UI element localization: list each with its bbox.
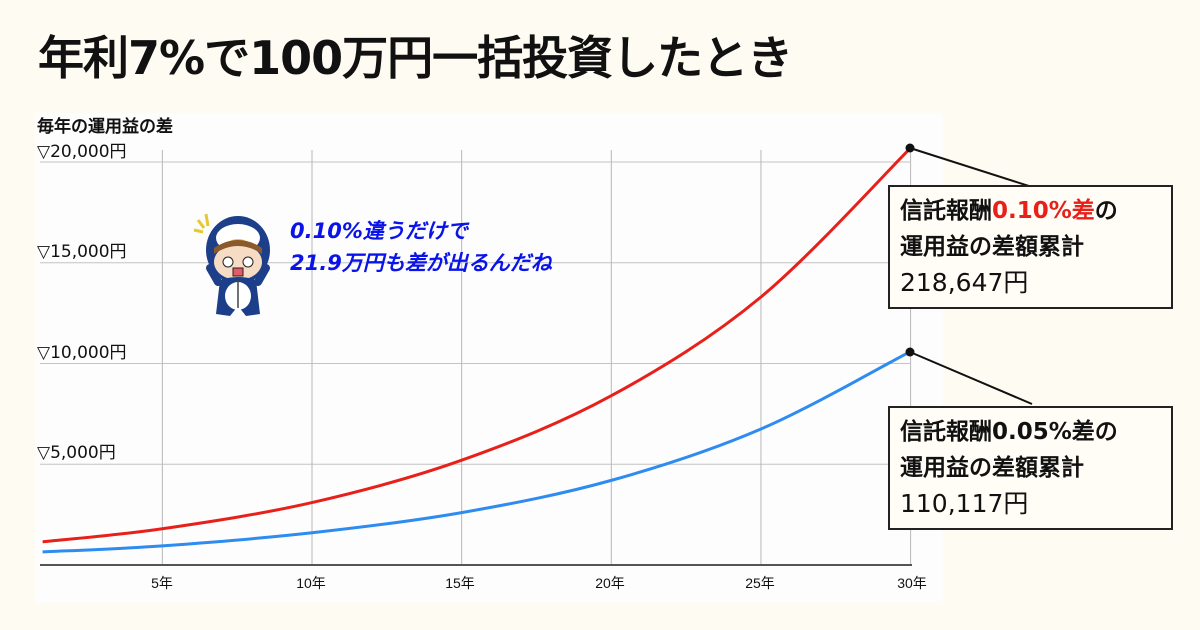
series-line-0.05 [42, 350, 912, 554]
callout-box-0.05: 信託報酬0.05%差の 運用益の差額累計 110,117円 [888, 406, 1173, 530]
page-title: 年利7%で100万円一括投資したとき [38, 31, 793, 85]
callout-accent: 0.10%差 [992, 198, 1095, 224]
callout-prefix: 信託報酬 [900, 419, 992, 445]
callout-box-0.10: 信託報酬0.10%差の 運用益の差額累計 218,647円 [888, 185, 1173, 309]
speech-line-2: 21.9万円も差が出るんだね [290, 251, 552, 275]
callout-accent: 0.05%差 [992, 419, 1095, 445]
x-tick-label: 15年 [445, 575, 475, 591]
x-tick-label: 25年 [745, 575, 775, 591]
chart-panel [35, 113, 943, 603]
y-axis-title: 毎年の運用益の差 [37, 117, 173, 137]
endpoint-marker [905, 347, 915, 357]
callout-value: 110,117円 [900, 489, 1029, 518]
callout-suffix: の [1094, 198, 1118, 224]
endpoint-marker [905, 143, 915, 153]
chart-grid [40, 150, 912, 566]
callout-value: 218,647円 [900, 268, 1029, 297]
x-tick-label: 10年 [296, 575, 326, 591]
y-tick-label: ▽20,000円 [37, 142, 127, 162]
callout-line2: 運用益の差額累計 [900, 455, 1084, 481]
callout-leader-line [909, 147, 1033, 188]
x-tick-label: 20年 [595, 575, 625, 591]
character-speech-text: 0.10%違うだけで 21.9万円も差が出るんだね [290, 215, 552, 279]
speech-line-1: 0.10%違うだけで [290, 219, 468, 243]
x-tick-label: 30年 [897, 575, 927, 591]
callout-line2: 運用益の差額累計 [900, 234, 1084, 260]
y-tick-label: ▽15,000円 [37, 242, 127, 262]
y-tick-label: ▽10,000円 [37, 343, 127, 363]
penguin-hood-character-icon [193, 213, 270, 316]
callout-suffix: の [1094, 419, 1118, 445]
callout-leader-line [909, 351, 1033, 405]
y-tick-label: ▽5,000円 [37, 443, 116, 463]
x-tick-label: 5年 [151, 575, 173, 591]
series-line-0.10 [42, 146, 912, 544]
callout-prefix: 信託報酬 [900, 198, 992, 224]
